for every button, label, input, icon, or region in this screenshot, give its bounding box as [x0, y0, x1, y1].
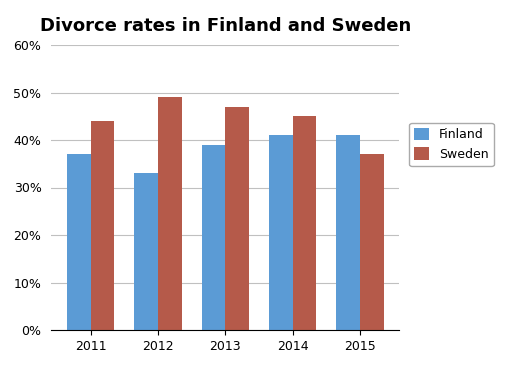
- Bar: [91, 121, 114, 330]
- Bar: [293, 116, 316, 330]
- Bar: [67, 154, 91, 330]
- Legend: Finland, Sweden: Finland, Sweden: [409, 123, 494, 166]
- Bar: [269, 135, 293, 330]
- Bar: [134, 173, 158, 330]
- Title: Divorce rates in Finland and Sweden: Divorce rates in Finland and Sweden: [39, 17, 411, 35]
- Bar: [158, 97, 182, 330]
- Bar: [360, 154, 383, 330]
- Bar: [225, 107, 249, 330]
- Bar: [202, 145, 225, 330]
- Bar: [336, 135, 360, 330]
